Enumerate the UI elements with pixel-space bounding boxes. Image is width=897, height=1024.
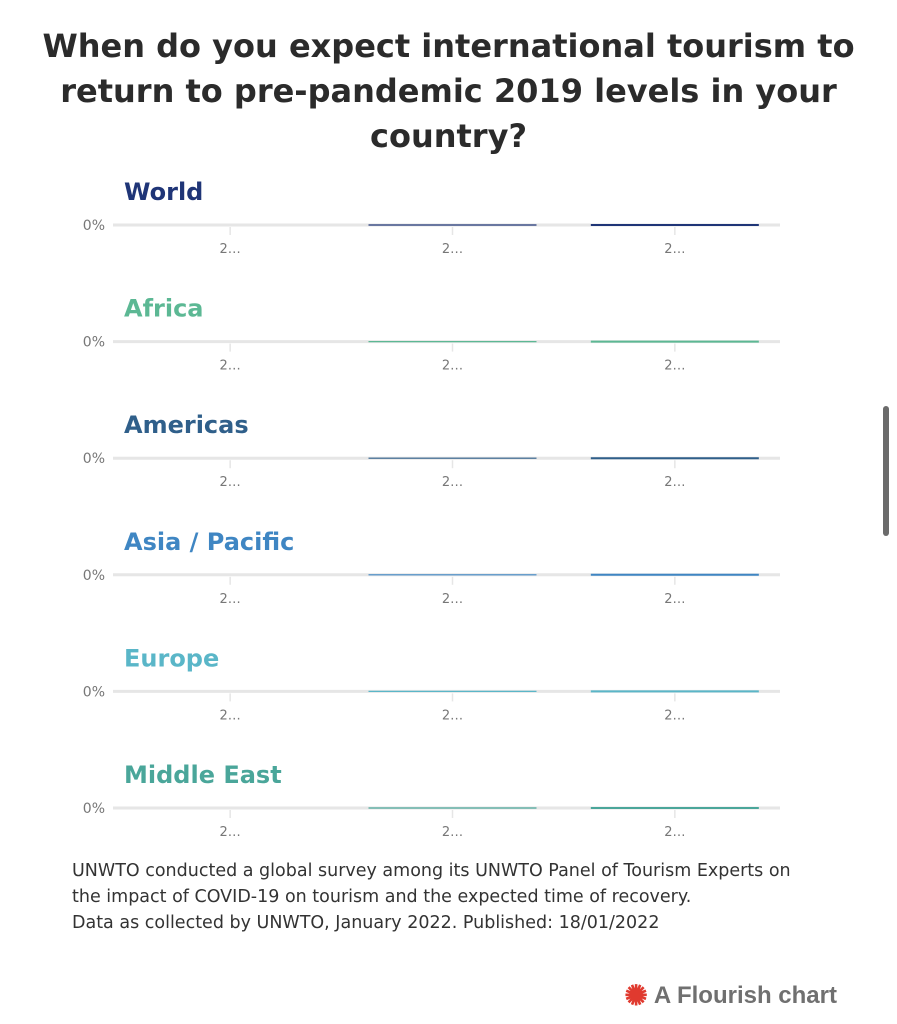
x-tick-label: 2… bbox=[220, 359, 241, 374]
chart-footnote: UNWTO conducted a global survey among it… bbox=[72, 858, 862, 936]
x-tick-label: 2… bbox=[664, 359, 685, 374]
y-tick-label: 0% bbox=[83, 218, 105, 234]
x-tick-label: 2… bbox=[442, 825, 463, 840]
flourish-credit-text: A Flourish chart bbox=[653, 982, 837, 1009]
panel-title-europe: Europe bbox=[124, 644, 219, 672]
panel-americas: Americas 0% 2… 2… 2… bbox=[83, 411, 780, 490]
footnote-line-3: Data as collected by UNWTO, January 2022… bbox=[72, 913, 660, 933]
panel-africa: Africa 0% 2… 2… 2… bbox=[83, 295, 780, 374]
x-tick-label: 2… bbox=[220, 592, 241, 607]
x-tick-label: 2… bbox=[664, 825, 685, 840]
y-tick-label: 0% bbox=[83, 801, 105, 817]
x-tick-label: 2… bbox=[220, 475, 241, 490]
panel-asia-pacific: Asia / Pacific 0% 2… 2… 2… bbox=[83, 528, 780, 607]
panel-title-africa: Africa bbox=[124, 295, 204, 323]
x-tick-label: 2… bbox=[442, 592, 463, 607]
panel-title-world: World bbox=[124, 178, 203, 206]
x-tick-label: 2… bbox=[442, 708, 463, 723]
y-tick-label: 0% bbox=[83, 451, 105, 467]
y-tick-label: 0% bbox=[83, 335, 105, 351]
scrollbar-thumb[interactable] bbox=[883, 406, 889, 536]
footnote-line-2: the impact of COVID-19 on tourism and th… bbox=[72, 887, 692, 907]
x-tick-label: 2… bbox=[442, 475, 463, 490]
y-tick-label: 0% bbox=[83, 568, 105, 584]
panel-europe: Europe 0% 2… 2… 2… bbox=[83, 644, 780, 723]
x-tick-label: 2… bbox=[664, 708, 685, 723]
x-tick-label: 2… bbox=[220, 242, 241, 257]
panel-middle-east: Middle East 0% 2… 2… 2… bbox=[83, 761, 780, 840]
y-tick-label: 0% bbox=[83, 684, 105, 700]
x-tick-label: 2… bbox=[220, 708, 241, 723]
panel-world: World 0% 2… 2… 2… bbox=[83, 178, 780, 257]
panel-title-americas: Americas bbox=[124, 411, 249, 439]
footnote-line-1: UNWTO conducted a global survey among it… bbox=[72, 861, 791, 881]
x-tick-label: 2… bbox=[442, 359, 463, 374]
x-tick-label: 2… bbox=[664, 592, 685, 607]
x-tick-label: 2… bbox=[664, 242, 685, 257]
x-tick-label: 2… bbox=[664, 475, 685, 490]
flourish-logo-icon: ✺ bbox=[624, 980, 648, 1011]
x-tick-label: 2… bbox=[442, 242, 463, 257]
panel-title-asia-pacific: Asia / Pacific bbox=[124, 528, 294, 556]
flourish-credit-link[interactable]: ✺ A Flourish chart bbox=[624, 982, 837, 1010]
x-tick-label: 2… bbox=[220, 825, 241, 840]
chart-title: When do you expect international tourism… bbox=[42, 27, 855, 155]
panel-title-middle-east: Middle East bbox=[124, 761, 282, 789]
